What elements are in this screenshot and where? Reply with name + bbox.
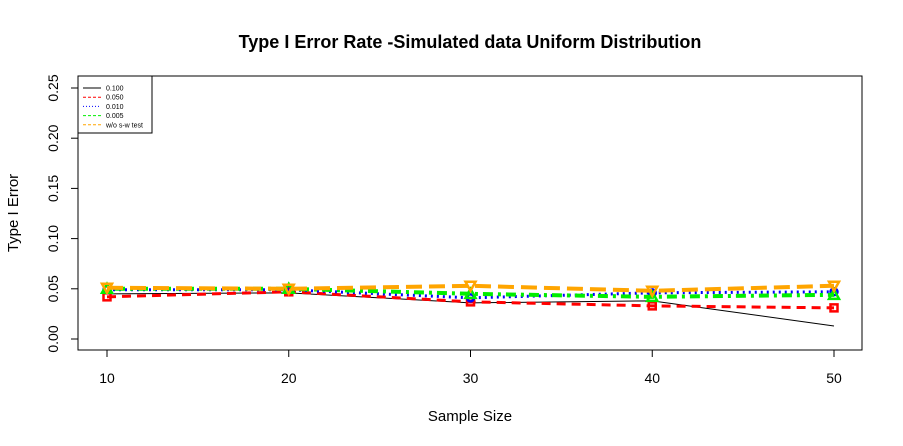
x-tick-label: 50 [826,370,842,386]
series-layer [99,280,842,327]
legend-label: 0.005 [106,113,124,120]
x-axis-label: Sample Size [428,408,512,425]
legend-box [77,75,153,134]
plot-area-box [77,75,863,351]
series-line [106,283,835,293]
y-axis-label: Type I Error [5,174,22,252]
y-tick-label: 0.00 [45,325,61,352]
legend-label: 0.100 [106,86,124,93]
y-axis: 0.00 0.05 0.10 0.15 0.20 0.25 [45,74,79,353]
chart-title: Type I Error Rate -Simulated data Unifor… [239,32,702,52]
x-tick-label: 40 [644,370,660,386]
triangle-down-point-marker [281,283,296,297]
triangle-down-point-marker [463,280,478,294]
x-axis: 10 20 30 40 50 [99,349,842,386]
legend: 0.100 0.050 0.010 0.005 w/o s-w test [77,75,153,134]
square-point-marker [647,301,657,311]
y-tick-label: 0.05 [45,275,61,302]
x-tick-label: 10 [99,370,115,386]
triangle-up-point-marker [645,289,660,303]
y-tick-label: 0.25 [45,74,61,101]
triangle-down-point-marker [645,285,660,299]
legend-label: w/o s-w test [105,122,143,129]
legend-label: 0.010 [106,104,124,111]
series-4 [99,280,842,299]
triangle-up-point-marker [826,287,842,301]
y-tick-label: 0.20 [45,124,61,151]
x-tick-label: 30 [463,370,479,386]
y-tick-label: 0.10 [45,225,61,252]
triangle-down-point-marker [826,280,842,294]
legend-label: 0.050 [106,95,124,102]
square-point-marker [829,303,839,313]
y-tick-label: 0.15 [45,175,61,202]
triangle-up-point-marker [463,286,478,300]
x-tick-label: 20 [281,370,297,386]
triangle-down-point-marker [99,282,115,296]
